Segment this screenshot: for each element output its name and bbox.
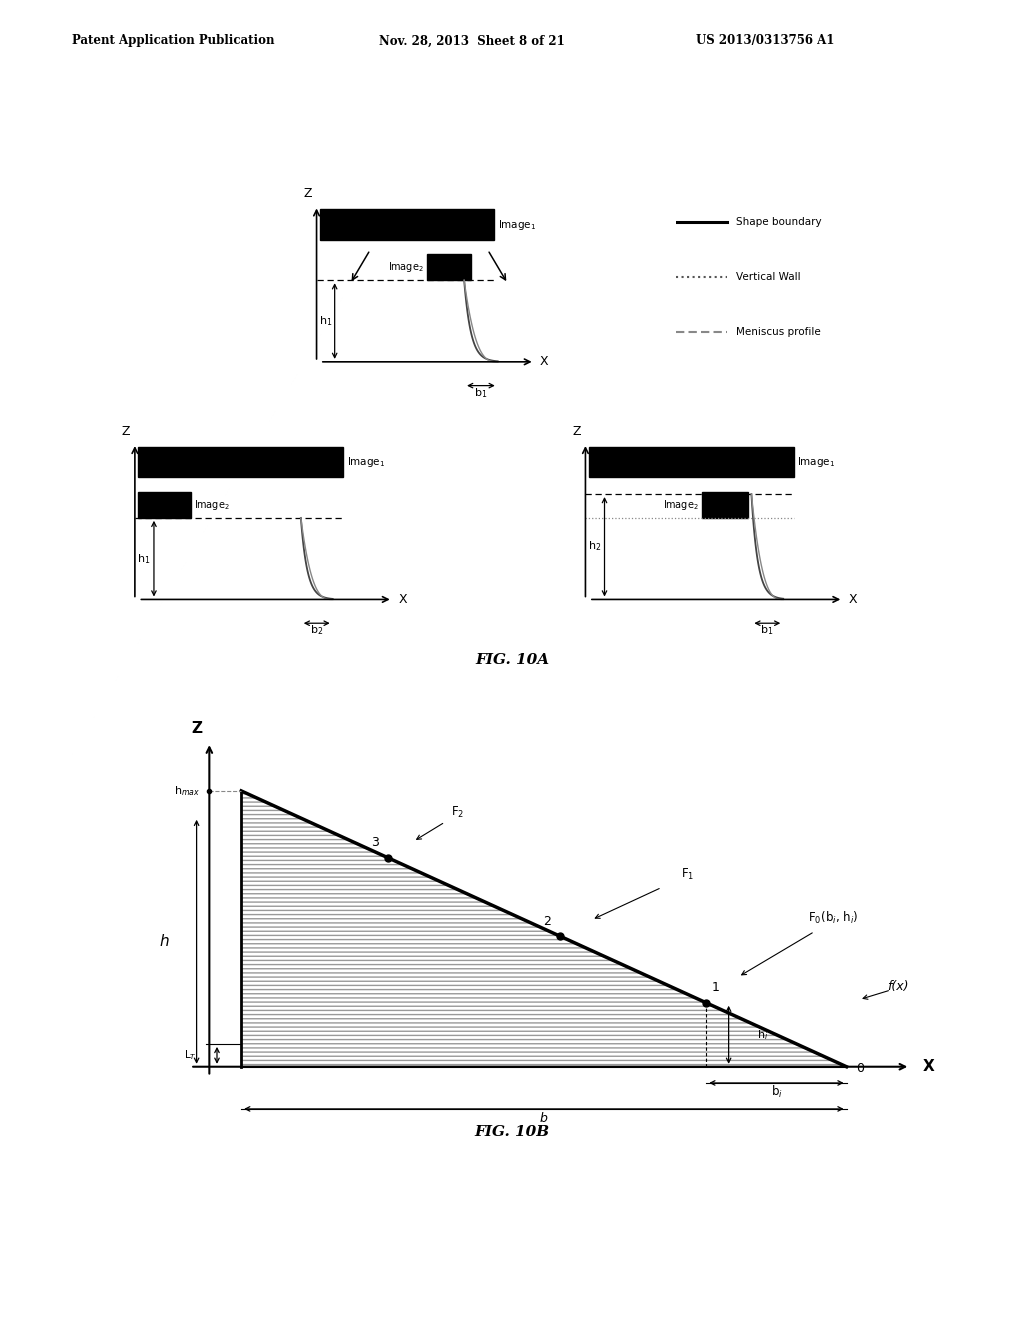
Text: Z: Z <box>191 721 202 735</box>
Text: X: X <box>540 355 549 368</box>
Text: Z: Z <box>572 425 581 438</box>
Text: Image$_2$: Image$_2$ <box>194 498 229 512</box>
Text: X: X <box>923 1059 935 1074</box>
Text: h$_{max}$: h$_{max}$ <box>174 784 200 797</box>
Bar <box>138 446 343 477</box>
Text: Shape boundary: Shape boundary <box>736 218 821 227</box>
Text: h$_i$: h$_i$ <box>758 1028 769 1041</box>
Text: 2: 2 <box>543 915 551 928</box>
Text: F$_0$(b$_i$, h$_i$): F$_0$(b$_i$, h$_i$) <box>809 909 859 925</box>
Text: Image$_1$: Image$_1$ <box>498 218 536 231</box>
Text: F$_2$: F$_2$ <box>452 804 465 820</box>
Text: b$_1$: b$_1$ <box>760 623 774 638</box>
Bar <box>589 446 794 477</box>
Text: Image$_1$: Image$_1$ <box>798 455 836 469</box>
Bar <box>427 255 471 280</box>
Text: Nov. 28, 2013  Sheet 8 of 21: Nov. 28, 2013 Sheet 8 of 21 <box>379 34 564 48</box>
Text: f(x): f(x) <box>887 981 908 993</box>
Text: L$_T$: L$_T$ <box>184 1048 197 1063</box>
Text: Meniscus profile: Meniscus profile <box>736 327 821 337</box>
Text: Vertical Wall: Vertical Wall <box>736 272 801 282</box>
Bar <box>702 492 748 517</box>
Text: FIG. 10A: FIG. 10A <box>475 653 549 668</box>
Text: Z: Z <box>122 425 130 438</box>
Text: 3: 3 <box>371 837 379 849</box>
Text: Image$_2$: Image$_2$ <box>663 498 698 512</box>
Text: h$_1$: h$_1$ <box>137 552 151 565</box>
Text: Image$_1$: Image$_1$ <box>347 455 385 469</box>
Text: X: X <box>849 593 857 606</box>
Text: b$_2$: b$_2$ <box>309 623 323 638</box>
Text: 0: 0 <box>856 1061 864 1074</box>
Text: Image$_2$: Image$_2$ <box>388 260 424 275</box>
Bar <box>319 209 495 239</box>
Text: X: X <box>398 593 407 606</box>
Bar <box>138 492 191 517</box>
Text: b$_i$: b$_i$ <box>770 1084 782 1100</box>
Text: Patent Application Publication: Patent Application Publication <box>72 34 274 48</box>
Text: h$_2$: h$_2$ <box>588 540 601 553</box>
Text: US 2013/0313756 A1: US 2013/0313756 A1 <box>696 34 835 48</box>
Text: b$_1$: b$_1$ <box>474 385 487 400</box>
Text: b: b <box>540 1111 548 1125</box>
Text: 1: 1 <box>712 982 720 994</box>
Text: h$_1$: h$_1$ <box>318 314 332 327</box>
Text: Z: Z <box>303 187 312 201</box>
Text: h: h <box>160 935 170 949</box>
Text: FIG. 10B: FIG. 10B <box>474 1125 550 1139</box>
Text: F$_1$: F$_1$ <box>681 867 694 882</box>
